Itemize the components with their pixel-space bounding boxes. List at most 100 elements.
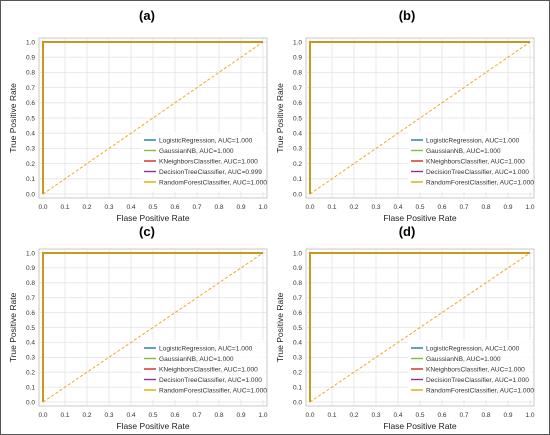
x-tick-label: 1.0 [258, 204, 267, 211]
y-tick-label: 0.6 [293, 100, 302, 107]
legend-entry: LogisticRegression, AUC=1.000 [159, 345, 253, 352]
y-tick-label: 1.0 [26, 250, 35, 257]
roc-curve-4 [309, 252, 530, 402]
legend-box [408, 132, 532, 192]
y-tick-label: 0.7 [26, 295, 35, 302]
legend-entry: DecisionTreeClassifier, AUC=1.000 [426, 169, 529, 176]
reference-diagonal [42, 41, 264, 195]
x-tick-label: 0.1 [60, 412, 69, 419]
x-tick-label: 0.0 [38, 204, 47, 211]
x-axis-label: Flase Positive Rate [116, 213, 189, 223]
y-tick-label: 0.4 [293, 340, 302, 347]
y-axis-label: True Positive Rate [8, 83, 18, 153]
legend-entry: RandomForestClassifier, AUC=1.000 [426, 179, 534, 186]
y-axis-label: True Positive Rate [8, 292, 18, 362]
x-tick-label: 0.2 [349, 204, 358, 211]
x-tick-label: 0.3 [104, 204, 113, 211]
y-tick-label: 0.2 [26, 161, 35, 168]
x-tick-label: 0.1 [60, 204, 69, 211]
y-tick-label: 0.2 [293, 161, 302, 168]
roc-curve-4 [309, 41, 530, 194]
x-tick-label: 0.1 [327, 204, 336, 211]
y-tick-label: 0.6 [293, 310, 302, 317]
legend-entry: KNeighborsClassifier, AUC=1.000 [159, 158, 258, 165]
y-tick-label: 0.8 [293, 280, 302, 287]
legend-entry: LogisticRegression, AUC=1.000 [426, 345, 520, 352]
panel-c: 0.00.0 0.1 0.1 0.2 0.2 0.3 0.3 0.4 0.4 0.5 0.5 0.6 0… [8, 224, 268, 431]
x-tick-label: 0.4 [126, 204, 135, 211]
x-tick-label: 0.7 [459, 204, 468, 211]
legend-entry: GaussianNB, AUC=1.000 [159, 148, 234, 155]
y-tick-label: 0.3 [26, 146, 35, 153]
x-tick-label: 0.2 [82, 412, 91, 419]
legend: LogisticRegression, AUC=1.000 GaussianNB,… [141, 340, 267, 400]
x-tick-label: 0.8 [481, 204, 490, 211]
y-tick-label: 0.0 [293, 191, 302, 198]
x-tick-label: 0.5 [148, 412, 157, 419]
x-tick-label: 0.1 [327, 412, 336, 419]
y-tick-label: 0.2 [293, 370, 302, 377]
y-tick-label: 0.3 [293, 355, 302, 362]
legend-entry: DecisionTreeClassifier, AUC=1.000 [159, 377, 262, 384]
roc-curve-4 [42, 252, 263, 402]
x-tick-label: 0.4 [393, 204, 402, 211]
reference-diagonal [309, 252, 531, 403]
x-tick-label: 1.0 [525, 204, 534, 211]
panel-a: 0.00.0 0.1 0.1 0.2 0.2 0.3 0.3 0.4 0.4 0.5 0.5 0.6 0… [8, 8, 268, 223]
y-tick-label: 0.6 [26, 310, 35, 317]
y-tick-label: 1.0 [293, 39, 302, 46]
x-tick-label: 0.6 [437, 204, 446, 211]
legend-box [141, 340, 265, 400]
legend-entry: GaussianNB, AUC=1.000 [159, 356, 234, 363]
y-tick-label: 0.1 [293, 384, 302, 391]
legend: LogisticRegression, AUC=1.000 GaussianNB,… [408, 340, 534, 400]
y-axis-label: True Positive Rate [275, 83, 285, 153]
x-axis-label: Flase Positive Rate [116, 421, 189, 431]
y-tick-label: 0.5 [293, 115, 302, 122]
y-tick-label: 0.0 [293, 399, 302, 406]
x-tick-label: 0.7 [192, 204, 201, 211]
panel-label: (d) [399, 224, 416, 239]
y-tick-label: 0.9 [26, 265, 35, 272]
x-tick-label: 0.3 [371, 412, 380, 419]
legend-entry: KNeighborsClassifier, AUC=1.000 [159, 366, 258, 373]
x-tick-label: 1.0 [258, 412, 267, 419]
y-tick-label: 0.4 [26, 340, 35, 347]
x-tick-label: 0.8 [214, 204, 223, 211]
x-tick-label: 0.7 [459, 412, 468, 419]
y-tick-label: 0.9 [293, 265, 302, 272]
x-tick-label: 0.4 [126, 412, 135, 419]
x-tick-label: 1.0 [525, 412, 534, 419]
legend-entry: GaussianNB, AUC=1.000 [426, 356, 501, 363]
y-tick-label: 0.4 [26, 131, 35, 138]
y-tick-label: 0.7 [293, 85, 302, 92]
y-tick-label: 0.2 [26, 370, 35, 377]
x-tick-label: 0.7 [192, 412, 201, 419]
x-tick-label: 0.6 [170, 204, 179, 211]
legend-entry: RandomForestClassifier, AUC=1.000 [159, 387, 267, 394]
x-tick-label: 0.6 [170, 412, 179, 419]
y-tick-label: 0.5 [26, 325, 35, 332]
y-tick-label: 1.0 [293, 250, 302, 257]
x-axis-label: Flase Positive Rate [383, 421, 456, 431]
legend-entry: RandomForestClassifier, AUC=1.000 [426, 387, 534, 394]
x-tick-label: 0.9 [503, 204, 512, 211]
y-tick-label: 0.3 [293, 146, 302, 153]
y-tick-label: 0.0 [26, 399, 35, 406]
panel-d: 0.00.0 0.1 0.1 0.2 0.2 0.3 0.3 0.4 0.4 0.5 0.5 0.6 0… [275, 224, 535, 431]
x-tick-label: 0.3 [371, 204, 380, 211]
x-tick-label: 0.0 [305, 204, 314, 211]
legend-entry: GaussianNB, AUC=1.000 [426, 148, 501, 155]
x-tick-label: 0.5 [415, 204, 424, 211]
x-tick-label: 0.8 [481, 412, 490, 419]
panel-b: 0.00.0 0.1 0.1 0.2 0.2 0.3 0.3 0.4 0.4 0.5 0.5 0.6 0… [275, 8, 535, 223]
panel-label: (b) [399, 8, 416, 23]
x-tick-label: 0.0 [38, 412, 47, 419]
x-axis-label: Flase Positive Rate [383, 213, 456, 223]
reference-diagonal [309, 41, 531, 195]
legend-entry: DecisionTreeClassifier, AUC=1.000 [426, 377, 529, 384]
x-tick-label: 0.4 [393, 412, 402, 419]
legend: LogisticRegression, AUC=1.000 GaussianNB,… [141, 132, 267, 192]
y-tick-label: 0.1 [293, 176, 302, 183]
y-tick-label: 0.1 [26, 176, 35, 183]
